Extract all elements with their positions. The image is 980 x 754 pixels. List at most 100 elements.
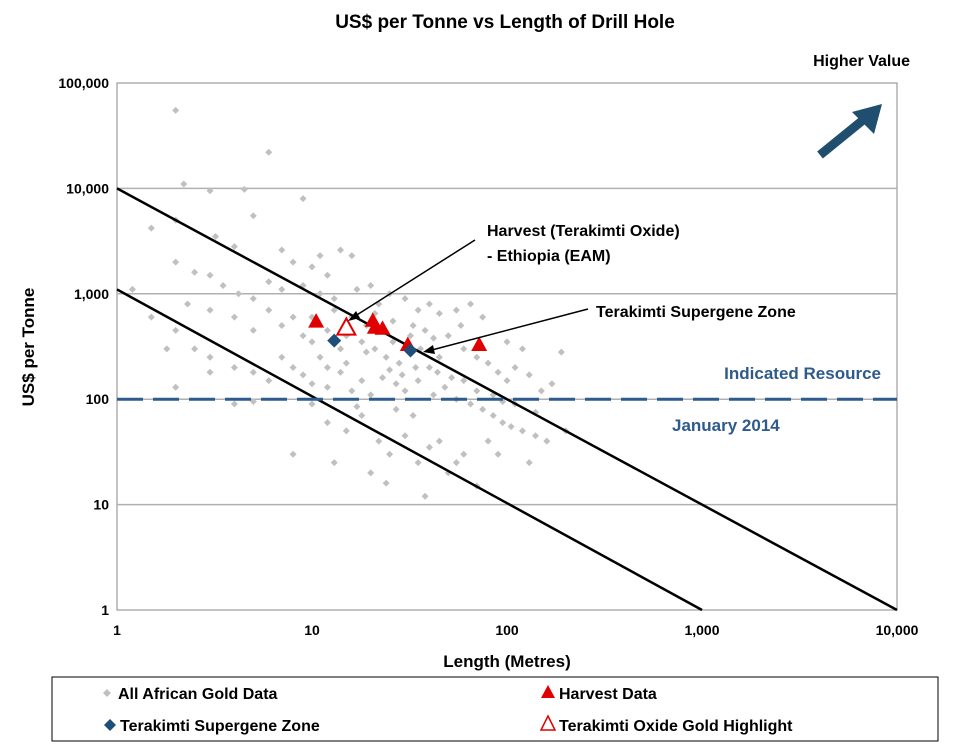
grey-data-point <box>323 326 331 334</box>
grey-data-point <box>389 317 397 325</box>
grey-data-point <box>452 459 460 467</box>
grey-data-point <box>525 371 533 379</box>
grey-data-point <box>489 412 497 420</box>
grey-data-point <box>401 295 409 303</box>
legend-blue-diamond-icon <box>104 719 116 731</box>
oxide-highlight-point <box>335 316 358 336</box>
harvest-oxide-arrowhead <box>348 311 360 321</box>
legend-grey-diamond-icon <box>103 689 111 697</box>
higher-value-label: Higher Value <box>813 53 910 70</box>
y-axis-label: US$ per Tonne <box>19 288 38 407</box>
grey-data-point <box>441 383 449 391</box>
grey-data-point <box>336 246 344 254</box>
grey-data-point <box>494 450 502 458</box>
harvest-data-point <box>471 336 488 351</box>
grey-data-point <box>401 432 409 440</box>
grey-data-point <box>430 391 438 399</box>
reference-line <box>116 187 898 612</box>
supergene-data-point <box>403 343 418 358</box>
indicated-resource-label: Indicated Resource <box>724 364 881 383</box>
y-tick-label: 10,000 <box>66 180 109 196</box>
grey-data-point <box>289 258 297 266</box>
y-tick-label: 10 <box>93 497 109 513</box>
grey-data-point <box>386 366 394 374</box>
grey-data-point <box>206 353 214 361</box>
grey-data-point <box>392 405 400 413</box>
grey-data-point <box>467 300 475 308</box>
grey-data-point <box>460 450 468 458</box>
grey-data-point <box>358 338 366 346</box>
harvest-data-point <box>374 320 391 335</box>
grey-data-point <box>353 285 361 293</box>
grey-data-point <box>278 322 286 330</box>
grey-data-point <box>191 345 199 353</box>
harvest-oxide-label-2: - Ethiopia (EAM) <box>487 248 611 265</box>
grey-data-point <box>249 368 257 376</box>
grey-data-point <box>249 398 257 406</box>
grey-data-point <box>230 243 238 251</box>
grey-data-point <box>278 285 286 293</box>
grey-data-point <box>336 345 344 353</box>
grey-data-point <box>163 345 171 353</box>
x-tick-label: 10,000 <box>876 622 919 638</box>
grey-data-point <box>230 313 238 321</box>
grey-data-point <box>435 437 443 445</box>
grey-data-point <box>184 300 192 308</box>
grey-data-point <box>389 338 397 346</box>
grey-data-point <box>191 268 199 276</box>
grey-data-point <box>342 427 350 435</box>
grey-data-point <box>367 391 375 399</box>
grey-data-point <box>425 443 433 451</box>
grey-data-point <box>395 359 403 367</box>
grey-data-point <box>479 405 487 413</box>
grey-data-point <box>409 322 417 330</box>
grey-data-point <box>386 450 394 458</box>
grey-data-point <box>330 295 338 303</box>
grey-data-point <box>147 313 155 321</box>
grey-data-point <box>342 359 350 367</box>
legend-supergene: Terakimti Supergene Zone <box>120 718 320 735</box>
reference-line <box>116 288 703 612</box>
x-axis-label: Length (Metres) <box>443 652 571 671</box>
plot-area <box>116 82 898 611</box>
grey-data-point <box>407 332 415 340</box>
grey-data-point <box>206 187 214 195</box>
grey-data-point <box>330 306 338 314</box>
grey-data-point <box>323 363 331 371</box>
grey-data-point <box>392 380 400 388</box>
x-tick-label: 100 <box>495 622 519 638</box>
grey-data-point <box>452 306 460 314</box>
grey-data-point <box>206 306 214 314</box>
grey-data-point <box>557 348 565 356</box>
grey-data-point <box>180 180 188 188</box>
grey-data-point <box>371 345 379 353</box>
legend-all-african: All African Gold Data <box>118 686 278 703</box>
grey-data-point <box>473 387 481 395</box>
grey-data-point <box>511 363 519 371</box>
grey-data-point <box>353 403 361 411</box>
grey-data-point <box>289 313 297 321</box>
supergene-data-point <box>327 333 342 348</box>
grey-data-point <box>414 377 422 385</box>
grey-data-point <box>367 469 375 477</box>
grey-data-point <box>548 380 556 388</box>
grey-data-point <box>289 450 297 458</box>
grey-data-point <box>206 271 214 279</box>
grey-data-point <box>421 326 429 334</box>
grey-data-point <box>323 271 331 279</box>
grey-data-point <box>448 374 456 382</box>
grey-data-point <box>308 400 316 408</box>
grey-data-point <box>206 368 214 376</box>
grey-data-point <box>330 459 338 467</box>
grey-data-point <box>219 281 227 289</box>
grey-data-point <box>412 363 420 371</box>
legend-red-triangle-icon <box>541 685 555 698</box>
grey-data-point <box>398 371 406 379</box>
grey-data-point <box>172 326 180 334</box>
grey-data-point <box>323 419 331 427</box>
grey-data-point <box>375 437 383 445</box>
grey-data-point <box>348 387 356 395</box>
grey-data-point <box>444 332 452 340</box>
grey-data-point <box>323 383 331 391</box>
grey-data-point <box>494 368 502 376</box>
